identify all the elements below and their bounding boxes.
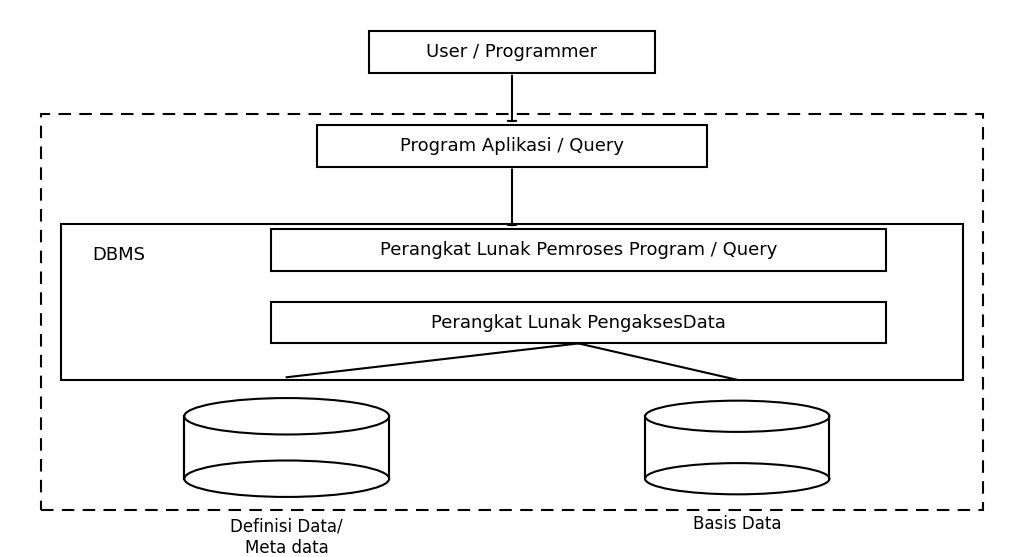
Text: DBMS: DBMS <box>92 246 145 264</box>
FancyBboxPatch shape <box>317 125 707 167</box>
Text: Definisi Data/
Meta data: Definisi Data/ Meta data <box>230 518 343 556</box>
FancyBboxPatch shape <box>184 416 389 478</box>
Ellipse shape <box>645 463 829 494</box>
FancyBboxPatch shape <box>645 416 829 478</box>
Text: User / Programmer: User / Programmer <box>426 43 598 61</box>
Text: Basis Data: Basis Data <box>693 515 781 533</box>
FancyBboxPatch shape <box>271 302 886 344</box>
Text: Perangkat Lunak Pemroses Program / Query: Perangkat Lunak Pemroses Program / Query <box>380 241 777 259</box>
Ellipse shape <box>645 400 829 432</box>
Text: Perangkat Lunak PengaksesData: Perangkat Lunak PengaksesData <box>431 314 726 331</box>
Ellipse shape <box>184 461 389 497</box>
FancyBboxPatch shape <box>369 31 655 73</box>
Ellipse shape <box>184 398 389 434</box>
Text: Program Aplikasi / Query: Program Aplikasi / Query <box>400 136 624 155</box>
FancyBboxPatch shape <box>271 229 886 271</box>
